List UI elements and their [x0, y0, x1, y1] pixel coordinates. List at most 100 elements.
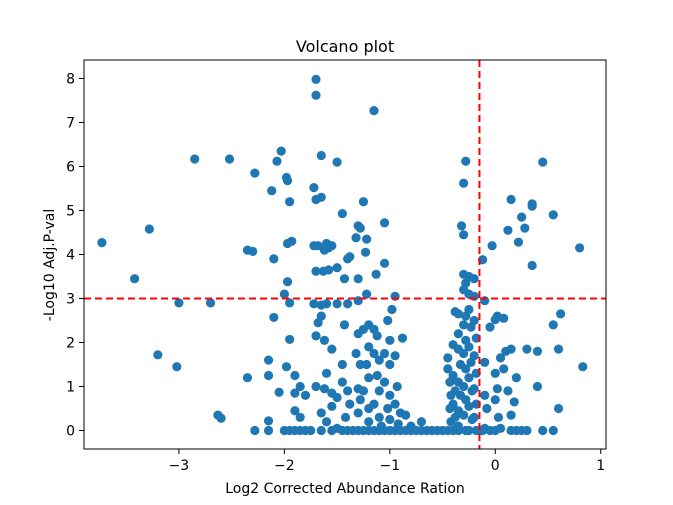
data-point	[274, 387, 284, 397]
data-point	[490, 315, 500, 325]
y-axis-label: -Log10 Adj.P-val	[42, 209, 58, 321]
data-point	[548, 425, 558, 436]
data-point	[340, 412, 351, 422]
data-point	[372, 331, 382, 341]
data-point	[390, 399, 400, 409]
data-point	[464, 401, 474, 411]
data-point	[369, 348, 379, 359]
data-point	[290, 406, 300, 416]
data-point	[459, 381, 469, 392]
data-point	[295, 381, 305, 392]
data-point	[362, 289, 372, 299]
data-point	[374, 412, 384, 422]
data-point	[469, 315, 479, 326]
data-point	[480, 390, 490, 400]
data-point	[448, 399, 458, 409]
data-point	[464, 342, 474, 352]
data-point	[469, 274, 479, 284]
data-point	[351, 348, 361, 359]
data-point	[358, 324, 369, 334]
data-point	[321, 417, 332, 427]
data-point	[385, 359, 395, 370]
data-point	[281, 362, 292, 372]
y-tick-label: 1	[66, 380, 75, 396]
data-point	[480, 357, 490, 367]
data-point	[319, 245, 330, 255]
data-point	[263, 425, 274, 436]
data-point	[269, 312, 279, 323]
y-tick-label: 7	[66, 115, 75, 131]
data-point	[538, 157, 548, 167]
data-point	[358, 425, 369, 436]
data-point	[379, 425, 390, 436]
data-point	[487, 241, 497, 251]
x-tick-label: −1	[379, 458, 400, 474]
x-tick-label: −3	[169, 458, 190, 474]
axes: −3 −2 −1 0 1 0 1 2 3 4 5 6 7 8	[66, 59, 607, 474]
data-point	[345, 252, 355, 262]
data-point	[490, 395, 500, 405]
data-point	[517, 212, 527, 222]
data-point	[311, 381, 321, 392]
data-point	[511, 373, 521, 383]
data-point	[369, 399, 379, 409]
x-tick-label: 0	[491, 458, 500, 474]
data-point	[319, 384, 330, 394]
data-point	[321, 299, 332, 309]
data-point	[332, 263, 342, 273]
data-point	[360, 247, 371, 257]
data-point	[464, 304, 474, 315]
data-point	[490, 368, 500, 378]
y-tick-label: 2	[66, 336, 75, 352]
data-point	[309, 183, 319, 193]
data-point	[309, 299, 319, 309]
data-point	[311, 331, 321, 341]
data-point	[130, 274, 140, 284]
data-point	[355, 395, 365, 405]
data-point	[495, 353, 506, 363]
data-point	[390, 291, 400, 301]
data-point	[461, 364, 471, 374]
data-point	[285, 425, 295, 436]
data-point	[353, 274, 363, 284]
data-point	[578, 362, 588, 372]
data-point	[385, 414, 395, 425]
data-point	[464, 373, 474, 383]
data-point	[453, 425, 463, 436]
data-point	[332, 157, 342, 167]
data-point	[416, 417, 427, 427]
data-point	[242, 373, 253, 383]
data-point	[355, 223, 365, 233]
data-point	[459, 320, 469, 330]
data-point	[153, 350, 163, 360]
y-tick-label: 0	[66, 424, 75, 440]
data-point	[495, 423, 506, 433]
data-point	[172, 362, 182, 372]
data-point	[385, 390, 395, 400]
data-point	[506, 194, 516, 205]
data-point	[453, 309, 463, 319]
data-point	[506, 410, 516, 420]
data-point	[493, 412, 504, 422]
data-point	[282, 175, 293, 186]
data-point	[506, 344, 516, 354]
data-point	[372, 370, 382, 381]
data-point	[319, 335, 330, 345]
data-point	[285, 197, 295, 207]
data-point	[459, 178, 469, 188]
data-point	[287, 236, 297, 246]
data-point	[337, 359, 347, 370]
y-tick-label: 3	[66, 292, 75, 308]
data-point	[353, 296, 363, 306]
data-point	[364, 373, 374, 383]
data-point	[469, 412, 479, 422]
scatter-points	[97, 74, 588, 436]
data-point	[401, 410, 411, 420]
data-point	[374, 355, 384, 365]
data-point	[383, 315, 393, 326]
data-point	[332, 299, 342, 309]
data-point	[453, 329, 463, 339]
data-point	[379, 377, 390, 387]
data-point	[469, 351, 479, 361]
